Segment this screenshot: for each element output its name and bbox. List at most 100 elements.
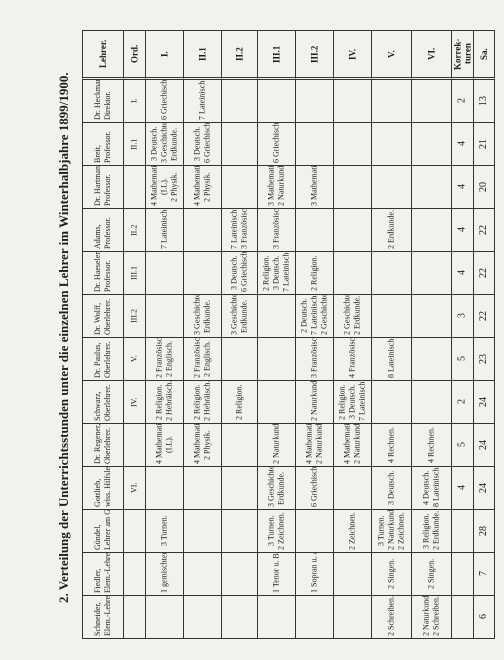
text-line: 4 Rechnen. (426, 427, 436, 463)
text-line: 2 Zeichnen. (276, 512, 286, 550)
cell-text (374, 383, 409, 421)
lesson-cell (222, 166, 258, 209)
lesson-cell (258, 596, 296, 639)
lesson-cell (334, 553, 372, 596)
text-line: 23 (478, 354, 489, 364)
lesson-cell: 2 Erdkunde. (372, 209, 412, 252)
text-line: V. (129, 355, 139, 363)
text-line: 2 Naturkunde. (352, 424, 362, 464)
lesson-cell: 2 Religion. 2 Hebräisch. (146, 381, 184, 424)
text-line: 3 Turnen. (266, 515, 276, 547)
text-line: 2 Französisch. (154, 338, 164, 378)
text-line: 20 (478, 182, 489, 192)
lesson-cell: 2 Naturkunde. 2 Schreiben. (412, 596, 452, 639)
cell-text: 6 Griechisch. (260, 123, 293, 163)
lesson-cell: 4 Mathematik. 2 Naturkunde. (296, 424, 334, 467)
ord-cell (124, 553, 146, 596)
text-line: V. (386, 50, 397, 58)
text-line: 4 Französisch. (347, 338, 357, 378)
cell-text (414, 254, 449, 292)
lesson-cell: 4 Mathematik (I.L). (146, 424, 184, 467)
cell-text: 24 (476, 426, 492, 464)
cell-text (148, 469, 181, 507)
cell-text: 4 Mathematik. 2 Naturkunde. (336, 424, 369, 464)
text-line: 2 (456, 98, 468, 104)
lesson-cell: 2 Deutsch.7 Lateinisch.2 Geschichte u. E… (296, 295, 334, 338)
lesson-cell: 3 Französisch. (258, 209, 296, 252)
text-line: 2 Deutsch. (299, 298, 309, 334)
cell-text (224, 469, 255, 507)
cell-text (260, 598, 293, 636)
lesson-cell (222, 596, 258, 639)
text-line: 7 Lateinisch. (281, 252, 291, 292)
cell-text: 3 Geschichte u. Erdkunde. (186, 295, 219, 335)
cell-text: I. (126, 82, 143, 120)
cell-text (298, 512, 331, 550)
text-line: 3 (456, 313, 468, 319)
text-line: Korrek- (452, 38, 463, 70)
lesson-cell: 2 Geschichte. 2 Erdkunde. (334, 295, 372, 338)
cell-text (414, 211, 449, 249)
cell-text (186, 512, 219, 550)
lesson-cell (146, 596, 184, 639)
lesson-cell: 3 Mathematik. (296, 166, 334, 209)
text-line: IV. (129, 397, 139, 407)
text-line: 1 Sopran u. Alt. (309, 553, 319, 593)
cell-text: 3 Deutsch. 3 Geschichte u. Erdkunde. (148, 123, 181, 163)
lesson-cell (222, 80, 258, 123)
text-line: turen (462, 43, 473, 65)
lesson-cell: 2 Religion. (222, 381, 258, 424)
lesson-cell (184, 209, 222, 252)
text-line: Fiedler, (93, 568, 102, 593)
text-line: II.2 (129, 224, 139, 236)
cell-text: 13 (476, 82, 492, 120)
text-line: 3 Deutsch. (229, 255, 239, 291)
cell-text (224, 168, 255, 206)
text-line: 3 Deutsch. (386, 470, 396, 506)
lesson-cell: 4 Deutsch. 8 Lateinisch. (412, 467, 452, 510)
cell-text: 22 (476, 211, 492, 249)
cell-text: VI. (126, 469, 143, 507)
cell-text: Gottlieb, wiss. Hilfslehrer. (85, 467, 121, 507)
ord-cell (124, 510, 146, 553)
lesson-cell: 1 gemischter Chor. (146, 553, 184, 596)
text-line: 4 Mathematik (154, 424, 164, 464)
text-line: Dr. Heckmann, (93, 80, 102, 120)
cell-text (336, 555, 369, 593)
lesson-cell: 3 Geschichte u. Erdkunde. (258, 467, 296, 510)
teacher-cell: Dr. Paulus, Oberlehrer. (82, 338, 124, 381)
text-line: 13 (478, 96, 489, 106)
cell-text: Dr. Regener, Oberlehrer. (85, 424, 121, 464)
text-line: 7 Lateinisch. (229, 209, 239, 249)
text-line: 5 (456, 356, 468, 362)
cell-text: 3 Religion. 2 Erdkunde. (414, 510, 449, 550)
cell-text (148, 598, 181, 636)
lesson-cell: 7 Lateinisch. (146, 209, 184, 252)
cell-text: II.1 (186, 33, 219, 75)
cell-text (186, 254, 219, 292)
lesson-cell: 3 Geschichte u. Erdkunde. (222, 295, 258, 338)
lesson-cell: 4 Mathematik (I.L). 2 Physik. (146, 166, 184, 209)
ord-cell: III.1 (124, 252, 146, 295)
cell-text: 2 Religion. 2 Hebräisch. (148, 381, 181, 421)
cell-text: 2 Singen. (414, 555, 449, 593)
text-line: 6 (478, 614, 489, 620)
cell-text: Dr. Wolff, Oberlehrer. (85, 297, 121, 335)
cell-text: Dr. Haeseler, Professor. (85, 252, 121, 292)
text-line: 4 Mathematik. (342, 424, 352, 464)
text-line: 2 Physik. (169, 172, 179, 202)
lesson-cell: 2 Religion. (296, 252, 334, 295)
cell-text (336, 125, 369, 163)
lesson-cell (296, 80, 334, 123)
text-line: Dr. Haeseler, (93, 252, 102, 292)
cell-text: 4 Mathematik. 2 Naturkunde. (298, 424, 331, 464)
text-line: Oberlehrer. (103, 298, 112, 335)
lesson-cell (222, 338, 258, 381)
text-line: 4 Mathematik. (192, 166, 202, 206)
text-line: 2 Erdkunde. (431, 510, 441, 550)
cell-text: III.2 (298, 33, 331, 75)
cell-text: 2 Religion. 3 Deutsch. 7 Lateinisch. (336, 381, 369, 421)
lesson-cell (334, 80, 372, 123)
lesson-cell (146, 295, 184, 338)
cell-text: Lehrer. (85, 33, 121, 75)
